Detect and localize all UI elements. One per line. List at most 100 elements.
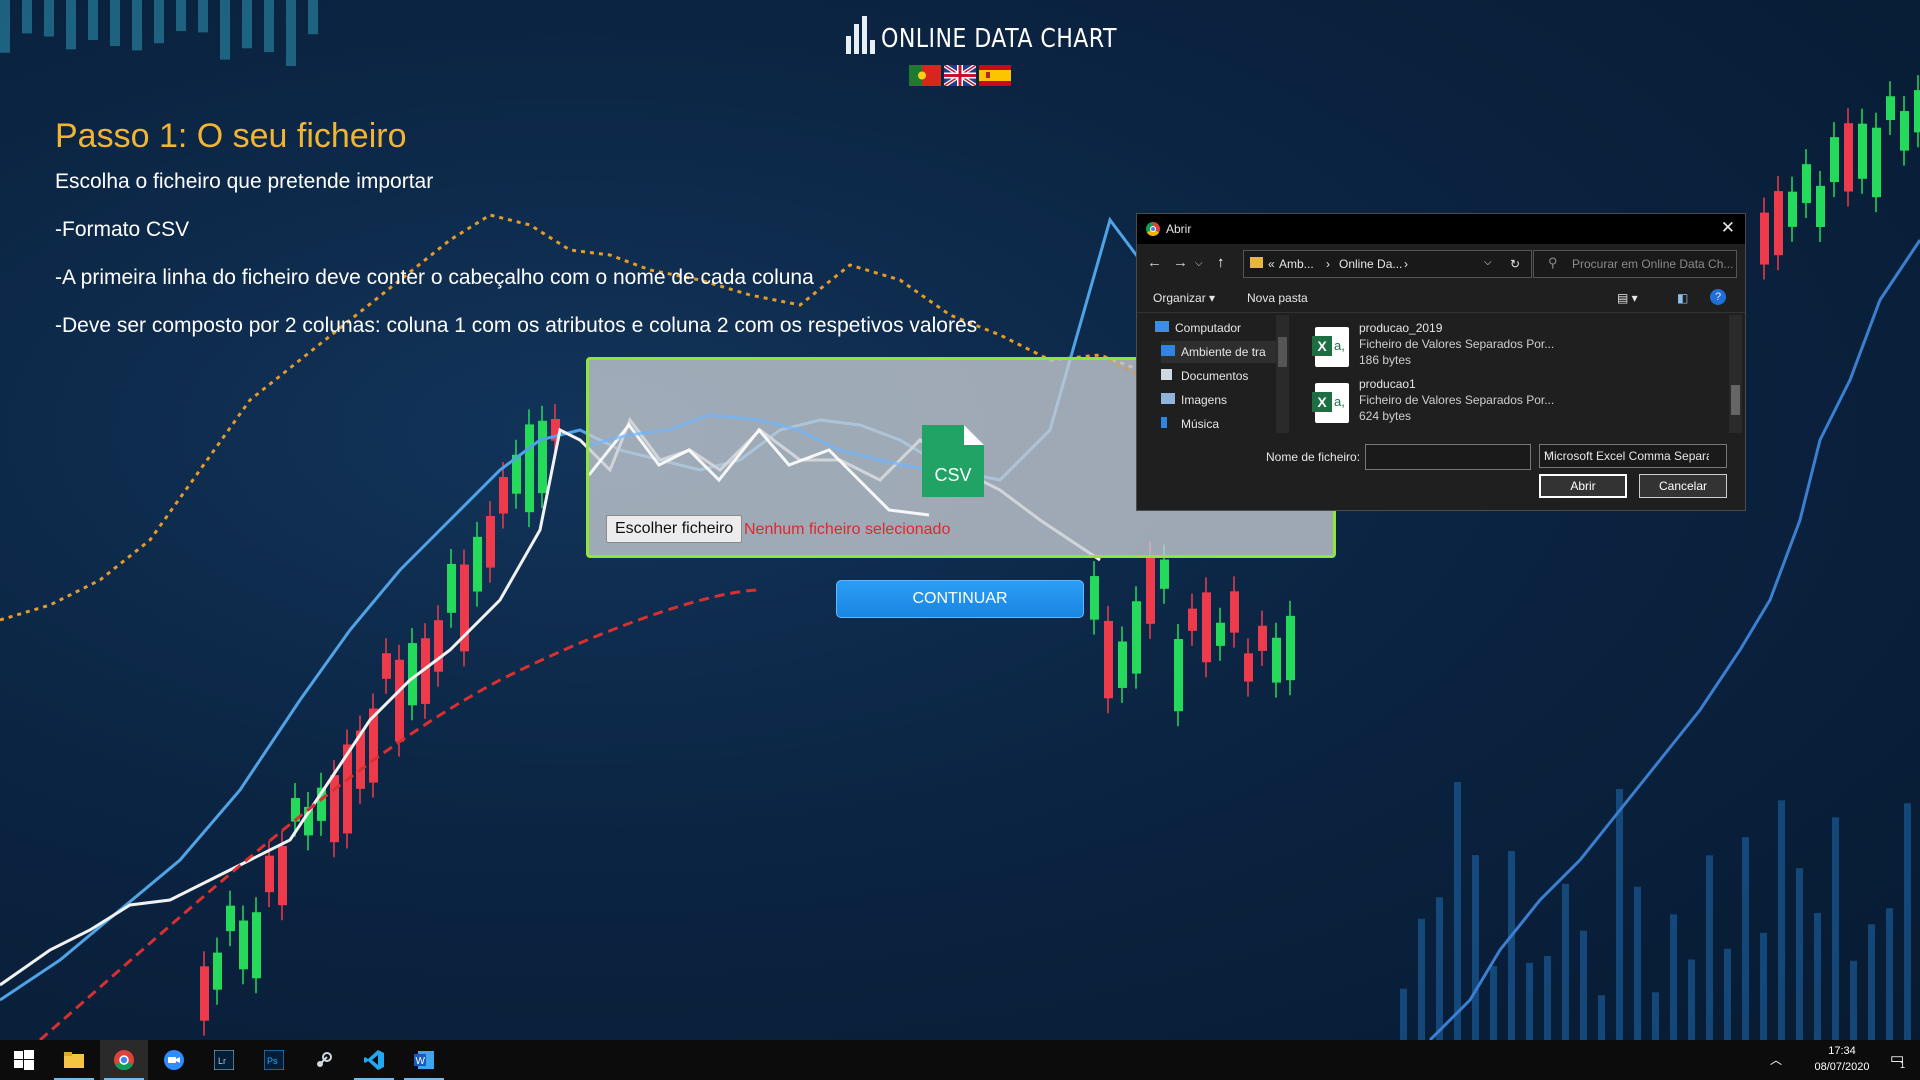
recent-locations-chevron-icon[interactable]: ⌵: [1195, 258, 1203, 269]
start-button[interactable]: [0, 1040, 48, 1080]
tree-item-label: Música: [1181, 417, 1220, 431]
close-icon[interactable]: ✕: [1720, 218, 1735, 237]
taskbar-steam[interactable]: [300, 1040, 348, 1080]
tree-item-label: Documentos: [1181, 369, 1249, 383]
tree-item-label: Ambiente de tra: [1181, 345, 1266, 359]
preview-pane-icon[interactable]: ◧: [1677, 291, 1689, 305]
brand: ONLINE DATA CHART: [846, 14, 1159, 54]
computer-icon: [1155, 321, 1169, 332]
steam-icon: [317, 1052, 332, 1067]
photoshop-icon: Ps: [264, 1050, 284, 1070]
bar-chart-logo-icon: [846, 14, 875, 54]
path-prefix: «: [1268, 257, 1275, 271]
taskbar-file-explorer[interactable]: [50, 1040, 98, 1080]
taskbar-lightroom[interactable]: Lr: [200, 1040, 248, 1080]
system-tray: ︿ 17:34 08/07/2020 ▭ 1: [1740, 1040, 1920, 1080]
command-bar: Organizar ▾ Nova pasta ▤ ▾ ◧ ?: [1137, 284, 1745, 313]
tree-item-documents[interactable]: Documentos: [1161, 365, 1287, 387]
show-hidden-icons-chevron-icon[interactable]: ︿: [1770, 1053, 1783, 1067]
documents-icon: [1161, 369, 1172, 380]
svg-text:Ps: Ps: [267, 1056, 278, 1066]
tree-scrollbar[interactable]: [1276, 315, 1289, 433]
instruction-line: -Formato CSV: [55, 218, 190, 241]
taskbar-chrome[interactable]: [100, 1040, 148, 1080]
file-list-scrollbar[interactable]: [1729, 315, 1742, 433]
open-button[interactable]: Abrir: [1539, 474, 1627, 498]
clock-time: 17:34: [1828, 1045, 1856, 1057]
vscode-icon: [364, 1050, 384, 1070]
taskbar: Lr Ps W ︿ 17:34 08/07/2020 ▭ 1: [0, 1040, 1920, 1080]
csv-file-icon: CSV: [922, 425, 984, 497]
back-arrow-icon[interactable]: ←: [1147, 254, 1162, 271]
tree-item-desktop[interactable]: Ambiente de tra: [1161, 341, 1287, 363]
taskbar-word[interactable]: W: [400, 1040, 448, 1080]
forward-arrow-icon[interactable]: →: [1173, 254, 1188, 271]
breadcrumb-ambiente[interactable]: Amb...: [1279, 257, 1314, 271]
taskbar-photoshop[interactable]: Ps: [250, 1040, 298, 1080]
folder-icon: [1250, 257, 1263, 268]
dialog-title: Abrir: [1166, 222, 1192, 236]
tree-item-label: Computador: [1175, 321, 1242, 335]
chrome-icon: [114, 1050, 134, 1070]
refresh-icon[interactable]: ↻: [1510, 257, 1521, 271]
filename-input[interactable]: [1365, 444, 1531, 470]
file-size: 186 bytes: [1359, 353, 1412, 367]
csv-icon-label: CSV: [934, 465, 972, 485]
address-dropdown-icon[interactable]: ⌵: [1484, 257, 1492, 268]
zoom-icon: [164, 1050, 184, 1070]
file-size: 624 bytes: [1359, 409, 1412, 423]
file-type-value: Microsoft Excel Comma Separa: [1544, 449, 1709, 463]
chevron-right-icon: ›: [1326, 257, 1330, 271]
instruction-line: -A primeira linha do ficheiro deve conte…: [55, 266, 814, 289]
notification-count: 1: [1900, 1060, 1906, 1070]
desktop-icon: [1161, 345, 1175, 356]
tree-item-pictures[interactable]: Imagens: [1161, 389, 1287, 411]
spanish-flag-icon[interactable]: [979, 65, 1011, 86]
file-type-select[interactable]: Microsoft Excel Comma Separa ⌵: [1539, 444, 1727, 468]
cancel-button[interactable]: Cancelar: [1639, 474, 1727, 498]
instruction-line: -Deve ser composto por 2 colunas: coluna…: [55, 314, 978, 337]
file-status-text: Nenhum ficheiro selecionado: [744, 521, 951, 538]
pictures-icon: [1161, 393, 1175, 404]
tree-item-computer[interactable]: Computador: [1155, 317, 1281, 339]
folder-tree: Computador Ambiente de tra Documentos Im…: [1137, 315, 1287, 433]
navigation-bar: ← → ⌵ ↑ « Amb... › Online Da... › ⌵ ↻ ⚲ …: [1137, 246, 1745, 280]
instruction-line: Escolha o ficheiro que pretende importar: [55, 170, 434, 193]
portuguese-flag-icon[interactable]: [909, 65, 941, 86]
breadcrumb-online-data[interactable]: Online Da...: [1339, 257, 1403, 271]
clock[interactable]: 17:34 08/07/2020: [1812, 1043, 1872, 1075]
svg-text:W: W: [416, 1056, 426, 1067]
new-folder-button[interactable]: Nova pasta: [1247, 291, 1308, 305]
file-name: producao1: [1359, 377, 1416, 391]
clock-date: 08/07/2020: [1814, 1061, 1870, 1073]
choose-file-button[interactable]: Escolher ficheiro: [606, 515, 743, 543]
word-icon: W: [414, 1051, 434, 1069]
view-options-icon[interactable]: ▤ ▾: [1617, 291, 1638, 305]
search-box[interactable]: ⚲ Procurar em Online Data Ch...: [1533, 250, 1737, 278]
notifications-icon[interactable]: ▭: [1890, 1050, 1905, 1067]
taskbar-vscode[interactable]: [350, 1040, 398, 1080]
brand-name: ONLINE DATA CHART: [881, 24, 1117, 54]
filename-label: Nome de ficheiro:: [1266, 450, 1361, 464]
address-bar[interactable]: « Amb... › Online Da... › ⌵ ↻: [1243, 250, 1532, 278]
music-icon: [1161, 417, 1167, 428]
continue-button[interactable]: CONTINUAR: [836, 580, 1084, 618]
open-file-dialog: Abrir ✕ ← → ⌵ ↑ « Amb... › Online Da... …: [1136, 213, 1746, 511]
chevron-down-icon: ⌵: [1544, 448, 1552, 459]
taskbar-zoom[interactable]: [150, 1040, 198, 1080]
step-title: Passo 1: O seu ficheiro: [55, 117, 407, 155]
up-arrow-icon[interactable]: ↑: [1217, 254, 1225, 271]
help-icon[interactable]: ?: [1710, 289, 1726, 305]
dialog-titlebar[interactable]: Abrir ✕: [1137, 214, 1745, 244]
uk-flag-icon[interactable]: [944, 65, 976, 86]
organize-label: Organizar: [1153, 291, 1206, 305]
windows-start-icon: [14, 1050, 34, 1070]
language-selector: [909, 65, 1011, 86]
tree-item-label: Imagens: [1181, 393, 1228, 407]
svg-text:Lr: Lr: [218, 1056, 226, 1066]
organize-menu[interactable]: Organizar ▾: [1153, 291, 1216, 305]
tree-item-music[interactable]: Música: [1161, 413, 1287, 433]
